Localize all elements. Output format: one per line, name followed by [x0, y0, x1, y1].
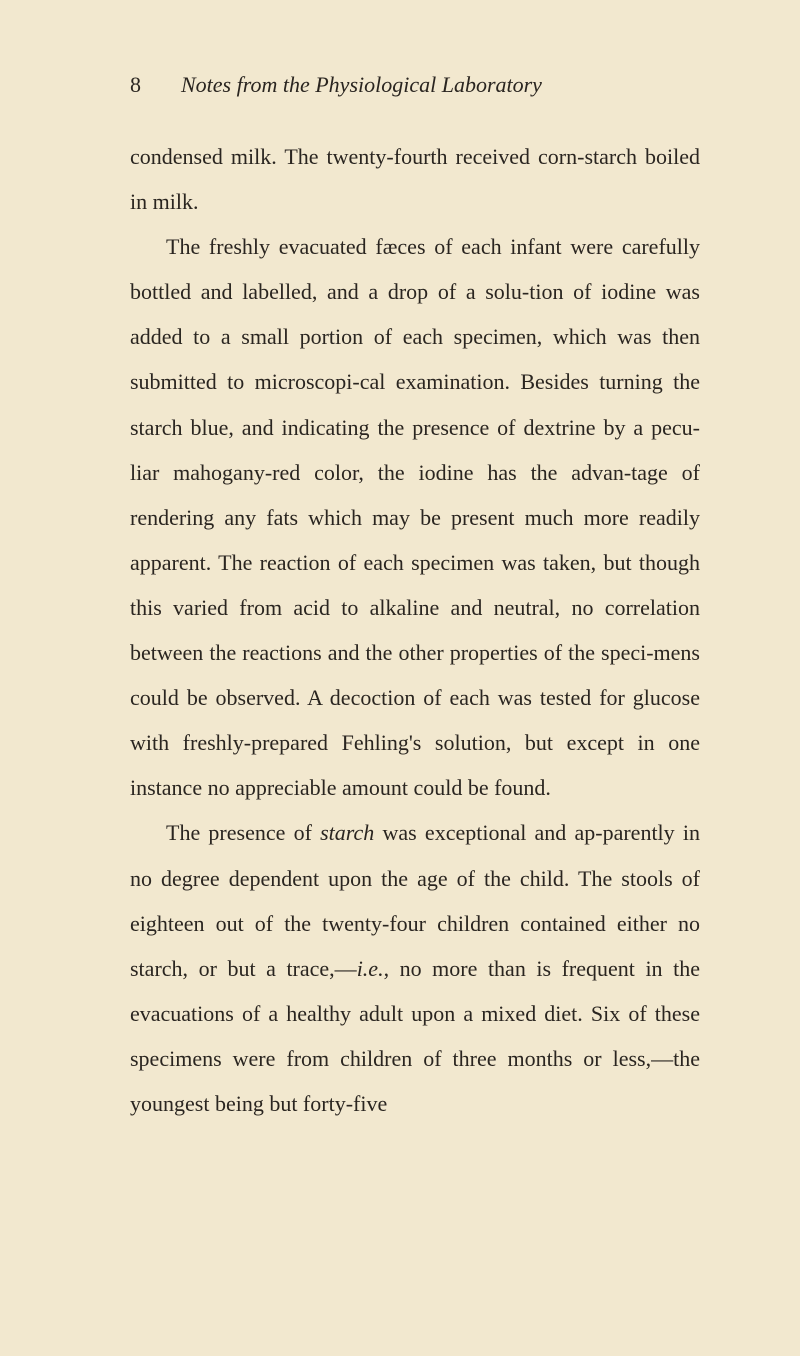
italic-ie: i.e.: [357, 956, 384, 981]
body-text: condensed milk. The twenty-fourth receiv…: [130, 134, 700, 1126]
running-title: Notes from the Physiological Laboratory: [181, 72, 542, 98]
paragraph-3: The presence of starch was exceptional a…: [130, 810, 700, 1126]
paragraph-continuation: condensed milk. The twenty-fourth receiv…: [130, 134, 700, 224]
page-header: 8 Notes from the Physiological Laborator…: [130, 72, 700, 98]
italic-starch: starch: [320, 820, 374, 845]
p3-text: The presence of: [166, 820, 320, 845]
document-page: 8 Notes from the Physiological Laborator…: [0, 0, 800, 1186]
paragraph-2: The freshly evacuated fæces of each infa…: [130, 224, 700, 810]
page-number: 8: [130, 72, 141, 98]
